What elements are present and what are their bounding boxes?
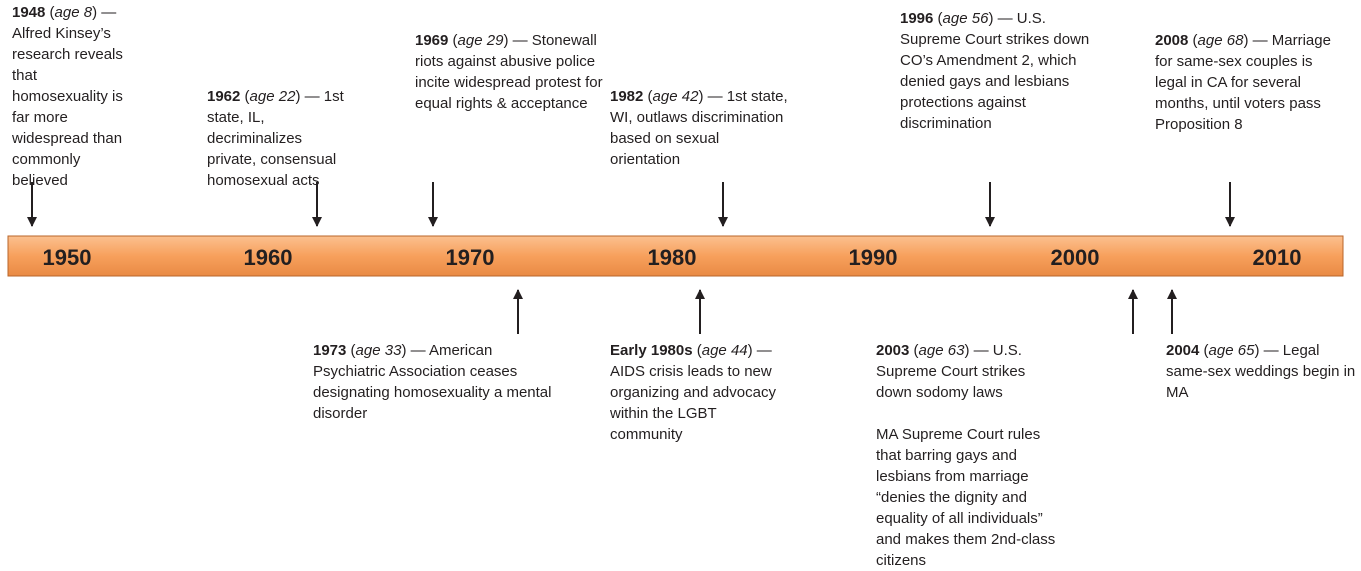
event-text: ) — U.S. Supreme Court strikes down sodo… (876, 342, 1026, 401)
arrows (27, 182, 1235, 334)
decade-label: 1980 (647, 245, 697, 270)
event-text: ( (643, 88, 653, 105)
timeline-graphics (7, 182, 1344, 334)
event-text: ( (45, 4, 55, 21)
event-date: 1982 (610, 88, 644, 105)
event-age: age 33 (355, 342, 402, 359)
event-text: ( (346, 342, 356, 359)
event-text: ) — AIDS crisis leads to new organizing … (610, 342, 776, 443)
event: 1962 (age 22) — 1st state, IL, decrimina… (207, 86, 349, 191)
event: 1969 (age 29) — Stonewall riots against … (415, 30, 605, 114)
event-paragraph: 1969 (age 29) — Stonewall riots against … (415, 30, 605, 114)
event-text: ) — Alfred Kinsey’s research reveals tha… (12, 4, 123, 189)
timeline-page: {"decades": ["1950", "1960", "1970", "19… (7, 2, 1356, 569)
event-text: ) — 1st state, IL, decriminalizes privat… (207, 88, 344, 189)
event-text: ) — Marriage for same-sex couples is leg… (1155, 32, 1331, 133)
event-age: age 65 (1208, 342, 1255, 359)
event-paragraph: 1973 (age 33) — American Psychiatric Ass… (313, 340, 553, 424)
event-text: ) — U.S. Supreme Court strikes down CO’s… (900, 10, 1090, 132)
event-paragraph: 2003 (age 63) — U.S. Supreme Court strik… (876, 340, 1062, 403)
event-text: ) — Stonewall riots against abusive poli… (415, 32, 603, 112)
event-text: ( (909, 342, 919, 359)
event-age: age 44 (701, 342, 748, 359)
event-age: age 29 (457, 32, 504, 49)
event-text: ) — 1st state, WI, outlaws discriminatio… (610, 88, 788, 168)
event-text: ( (448, 32, 458, 49)
event: 2003 (age 63) — U.S. Supreme Court strik… (876, 340, 1062, 571)
event-paragraph: 1948 (age 8) — Alfred Kinsey’s research … (12, 2, 130, 191)
decade-label: 1970 (445, 245, 495, 270)
event-date: Early 1980s (610, 342, 693, 359)
event: Early 1980s (age 44) — AIDS crisis leads… (610, 340, 782, 445)
event-text: ) — Legal same-sex weddings begin in MA (1166, 342, 1356, 401)
decade-label: 1990 (848, 245, 898, 270)
event: 2004 (age 65) — Legal same-sex weddings … (1166, 340, 1356, 403)
decade-label: 2000 (1050, 245, 1100, 270)
event-date: 1969 (415, 32, 449, 49)
event-paragraph: 2008 (age 68) — Marriage for same-sex co… (1155, 30, 1337, 135)
event-date: 1962 (207, 88, 241, 105)
event-paragraph: 1996 (age 56) — U.S. Supreme Court strik… (900, 8, 1090, 134)
event: 1973 (age 33) — American Psychiatric Ass… (313, 340, 553, 424)
event-paragraph: 2004 (age 65) — Legal same-sex weddings … (1166, 340, 1356, 403)
event-paragraph: Early 1980s (age 44) — AIDS crisis leads… (610, 340, 782, 445)
event-age: age 42 (652, 88, 699, 105)
event-date: 1996 (900, 10, 934, 27)
event: 1996 (age 56) — U.S. Supreme Court strik… (900, 8, 1090, 134)
event: 2008 (age 68) — Marriage for same-sex co… (1155, 30, 1337, 135)
event-age: age 8 (54, 4, 93, 21)
event-text: ( (240, 88, 250, 105)
event-text: MA Supreme Court rules that barring gays… (876, 426, 1056, 569)
event-date: 1973 (313, 342, 347, 359)
event-paragraph: MA Supreme Court rules that barring gays… (876, 424, 1062, 571)
event-age: age 68 (1197, 32, 1244, 49)
event-text: ( (933, 10, 943, 27)
event-age: age 56 (942, 10, 989, 27)
event-date: 2008 (1155, 32, 1189, 49)
event-paragraph: 1982 (age 42) — 1st state, WI, outlaws d… (610, 86, 790, 170)
event-date: 2003 (876, 342, 910, 359)
event: 1982 (age 42) — 1st state, WI, outlaws d… (610, 86, 790, 170)
event: 1948 (age 8) — Alfred Kinsey’s research … (12, 2, 130, 191)
decade-label: 1950 (42, 245, 92, 270)
event-date: 1948 (12, 4, 46, 21)
decade-label: 1960 (243, 245, 293, 270)
event-text: ( (692, 342, 702, 359)
event-paragraph: 1962 (age 22) — 1st state, IL, decrimina… (207, 86, 349, 191)
event-text: ( (1199, 342, 1209, 359)
event-age: age 63 (918, 342, 965, 359)
timeline-bar (7, 235, 1344, 277)
event-text: ) — American Psychiatric Association cea… (313, 342, 552, 422)
event-date: 2004 (1166, 342, 1200, 359)
decade-label: 2010 (1252, 245, 1302, 270)
event-age: age 22 (249, 88, 296, 105)
event-text: ( (1188, 32, 1198, 49)
